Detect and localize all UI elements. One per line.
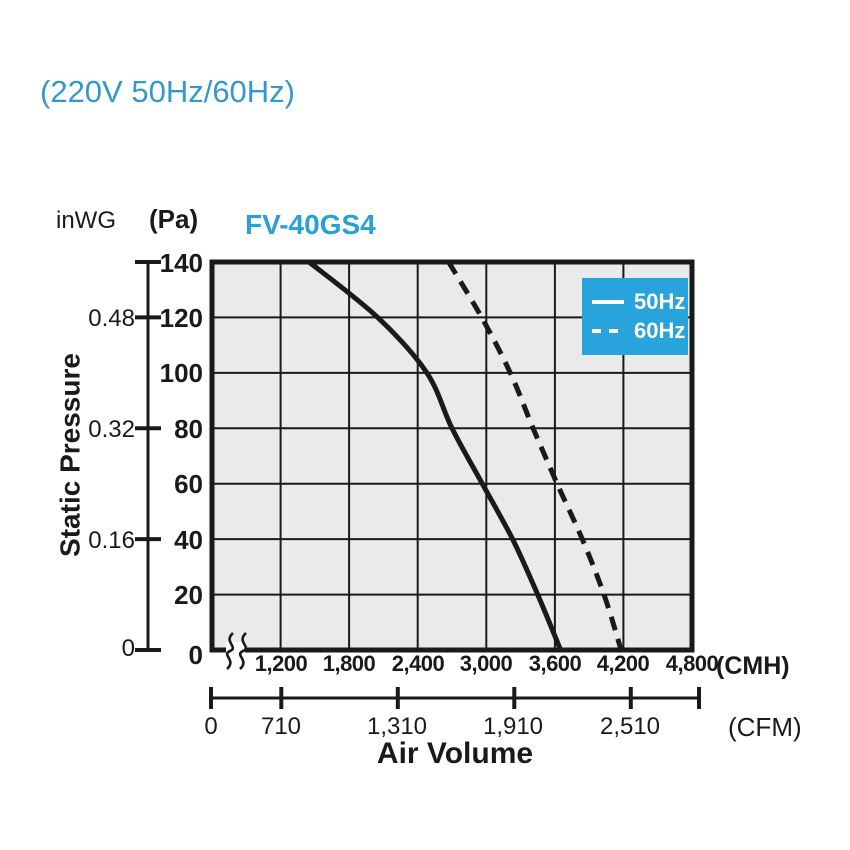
cmh-tick-label: 1,800 [322,651,376,676]
legend: 50Hz 60Hz [582,278,688,355]
y-axis-title: Static Pressure [54,353,86,557]
inwg-tick-label: 0.32 [88,416,135,443]
inwg-tick-label: 0.48 [88,305,135,332]
inwg-tick-label: 0 [121,635,135,662]
pa-tick-label: 40 [174,525,203,555]
cfm-tick-label: 0 [204,713,218,740]
cmh-axis-unit: (CMH) [716,652,790,680]
pa-tick-label: 60 [174,469,203,499]
pa-tick-label: 20 [174,580,203,610]
pa-tick-label: 80 [174,414,203,444]
solid-line-icon [592,300,624,304]
corner-zero-label: 0 [188,640,203,670]
cfm-tick-label: 1,910 [482,713,544,740]
cmh-tick-label: 4,800 [665,651,719,676]
legend-label: 50Hz [634,289,686,314]
cmh-tick-label: 4,200 [596,651,650,676]
inwg-unit-label: inWG [56,207,116,234]
cfm-tick-label: 1,310 [366,713,428,740]
pa-tick-label: 140 [159,248,203,278]
legend-item-60hz: 60Hz [582,320,688,342]
model-name: FV-40GS4 [245,209,376,240]
inwg-tick-label: 0.16 [88,527,135,554]
cfm-tick-label: 2,510 [599,713,661,740]
cmh-tick-label: 3,600 [528,651,582,676]
cmh-tick-label: 2,400 [391,651,445,676]
x-axis-title: Air Volume [376,737,534,770]
pa-tick-label: 100 [159,358,203,388]
legend-item-50hz: 50Hz [582,291,688,313]
chart-title: (220V 50Hz/60Hz) [40,74,296,109]
cmh-tick-label: 3,000 [459,651,513,676]
dashed-line-icon [592,329,624,333]
cfm-tick-label: 710 [260,713,302,740]
cmh-tick-label: 1,200 [254,651,308,676]
pa-unit-label: (Pa) [149,204,199,234]
pa-tick-label: 120 [159,303,203,333]
legend-label: 60Hz [634,318,686,343]
cfm-axis-unit: (CFM) [728,712,802,742]
